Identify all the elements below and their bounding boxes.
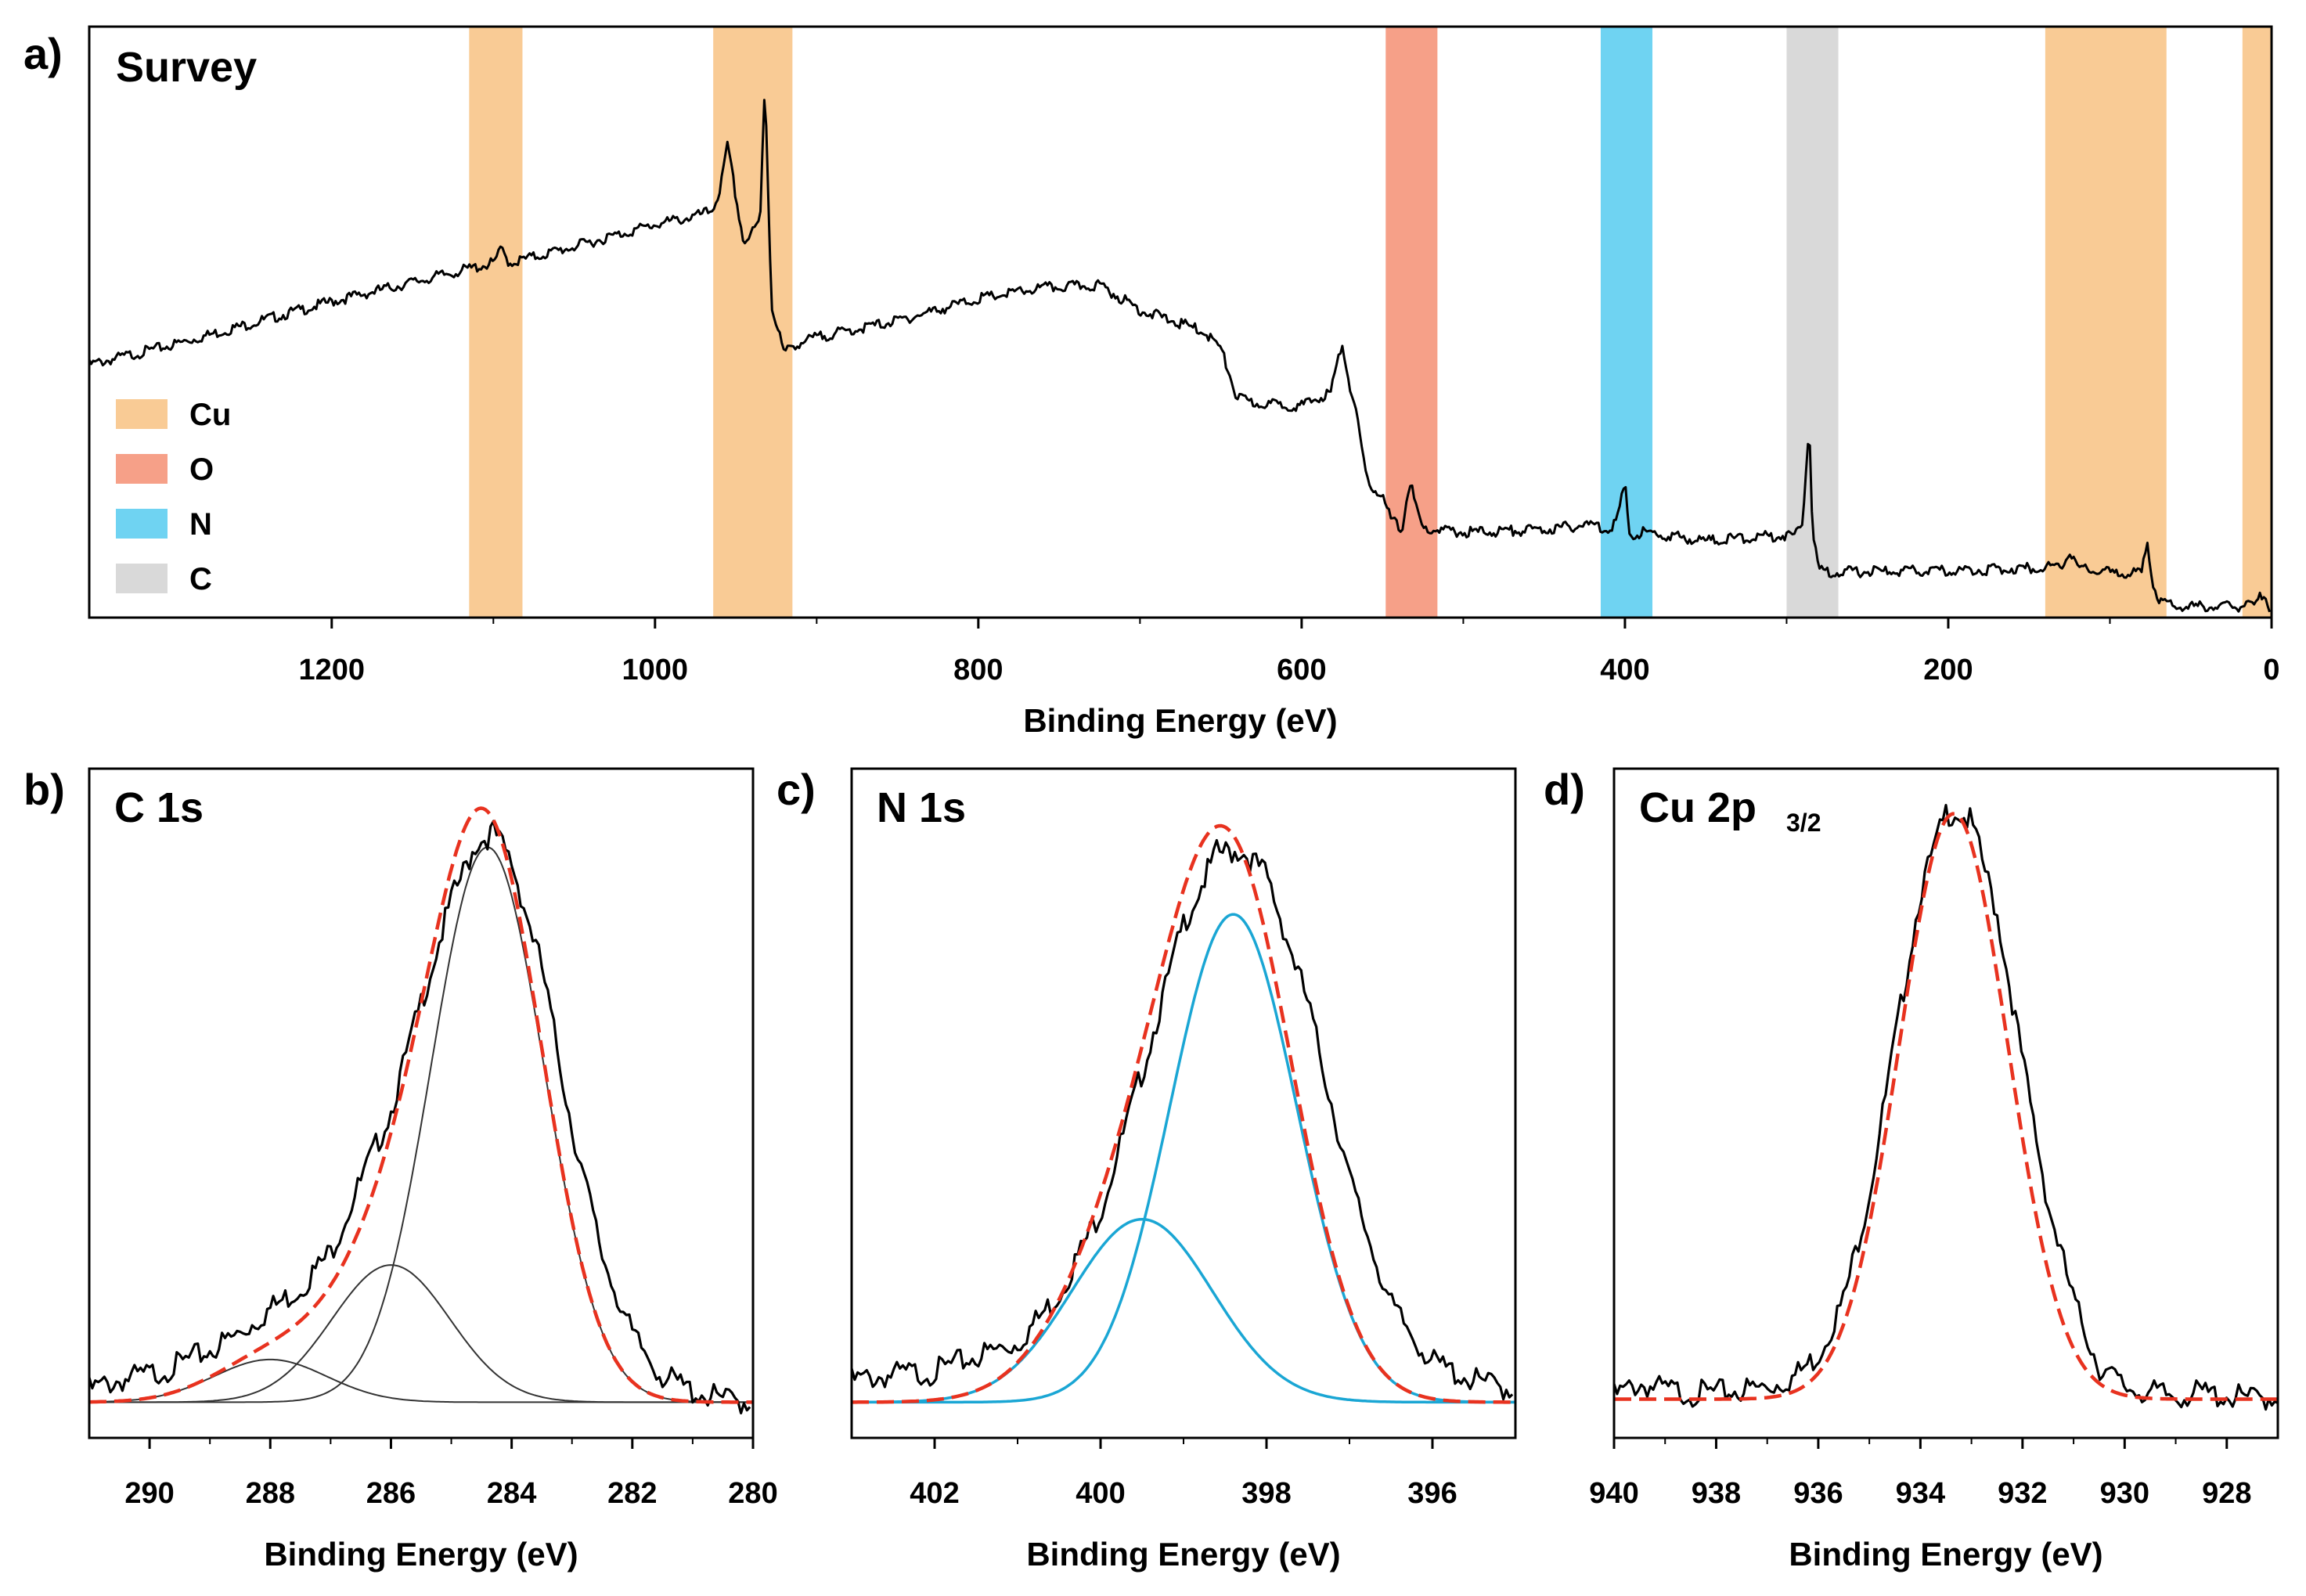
- panel-title-subscript: 3/2: [1786, 809, 1821, 837]
- legend: Cu ONC: [116, 398, 231, 596]
- x-tick-label: 800: [953, 654, 1003, 686]
- axes-frame: [850, 767, 1517, 1439]
- plot-area: [89, 806, 753, 1414]
- panel-d-cu2p: 940 938 936 934 932 930 928 Binding Energy (eV)…: [1544, 765, 2279, 1573]
- plot-area: [1614, 804, 2278, 1411]
- panel-a-survey: 1200 1000 800 600 400 200 0 Binding Energy (eV)…: [23, 25, 2280, 739]
- x-tick-label: 928: [2202, 1477, 2251, 1510]
- x-tick-label: 936: [1793, 1477, 1843, 1510]
- band-cu: [2242, 27, 2272, 618]
- x-tick-label: 940: [1589, 1477, 1638, 1510]
- x-tick-label: 600: [1277, 654, 1326, 686]
- measured-line: [852, 838, 1514, 1401]
- axes-frame: [1612, 767, 2279, 1439]
- fit-envelope-line: [89, 806, 753, 1404]
- panel-title: Cu 2p: [1639, 784, 1757, 831]
- x-axis-label: Binding Energy (eV): [1789, 1536, 2102, 1573]
- x-tick-label: 938: [1692, 1477, 1741, 1510]
- x-tick-label: 286: [366, 1477, 416, 1510]
- x-tick-label: 400: [1076, 1477, 1125, 1510]
- panel-letter: a): [23, 29, 63, 78]
- fit-envelope-line: [852, 823, 1515, 1404]
- survey-line: [88, 99, 2271, 613]
- x-tick-label: 200: [1923, 654, 1973, 686]
- x-tick-label: 290: [124, 1477, 174, 1510]
- legend-swatch-n: [116, 509, 168, 539]
- x-tick-label: 402: [910, 1477, 959, 1510]
- panel-title: Survey: [116, 44, 257, 91]
- panel-title: C 1s: [114, 784, 204, 831]
- x-tick-label: 1000: [622, 654, 689, 686]
- x-tick-label: 930: [2100, 1477, 2149, 1510]
- legend-swatch-c: [116, 564, 168, 593]
- x-tick-label: 280: [728, 1477, 777, 1510]
- panel-title: N 1s: [877, 784, 966, 831]
- band-o: [1385, 27, 1438, 618]
- x-axis-label: Binding Energy (eV): [264, 1536, 578, 1573]
- legend-label-c: C: [189, 562, 212, 596]
- panel-letter: c): [776, 765, 816, 814]
- legend-swatch-o: [116, 454, 168, 484]
- axes-frame: [88, 25, 2273, 619]
- panel-b-c1s: 290 288 286 284 282 280 Binding Energy (eV) b) C…: [23, 765, 778, 1573]
- x-tick-label: 398: [1241, 1477, 1291, 1510]
- x-tick-label: 288: [246, 1477, 295, 1510]
- x-tick-label: 934: [1896, 1477, 1945, 1510]
- x-tick-label: 282: [607, 1477, 657, 1510]
- x-tick-label: 932: [1998, 1477, 2047, 1510]
- fit-envelope-line: [1614, 812, 2278, 1401]
- band-cu: [469, 27, 523, 618]
- measured-line: [1614, 804, 2278, 1411]
- legend-label-cu: Cu: [189, 398, 231, 432]
- x-tick-label: 284: [487, 1477, 536, 1510]
- legend-swatch-cu: [116, 399, 168, 429]
- x-axis-label: Binding Energy (eV): [1023, 702, 1337, 739]
- legend-label-n: N: [189, 507, 212, 542]
- band-n: [1600, 27, 1653, 618]
- plot-area: [852, 823, 1515, 1404]
- band-cu: [2045, 27, 2167, 618]
- axes-frame: [88, 767, 755, 1439]
- panel-c-n1s: 402 400 398 396 Binding Energy (eV) c) N 1s: [776, 765, 1517, 1573]
- x-axis-label: Binding Energy (eV): [1026, 1536, 1340, 1573]
- x-tick-label: 400: [1600, 654, 1649, 686]
- legend-label-o: O: [189, 452, 214, 487]
- band-cu: [713, 27, 793, 618]
- x-tick-label: 396: [1407, 1477, 1457, 1510]
- x-tick-label: 0: [2263, 654, 2279, 686]
- panel-letter: d): [1544, 765, 1585, 814]
- x-tick-label: 1200: [299, 654, 366, 686]
- panel-letter: b): [23, 765, 65, 814]
